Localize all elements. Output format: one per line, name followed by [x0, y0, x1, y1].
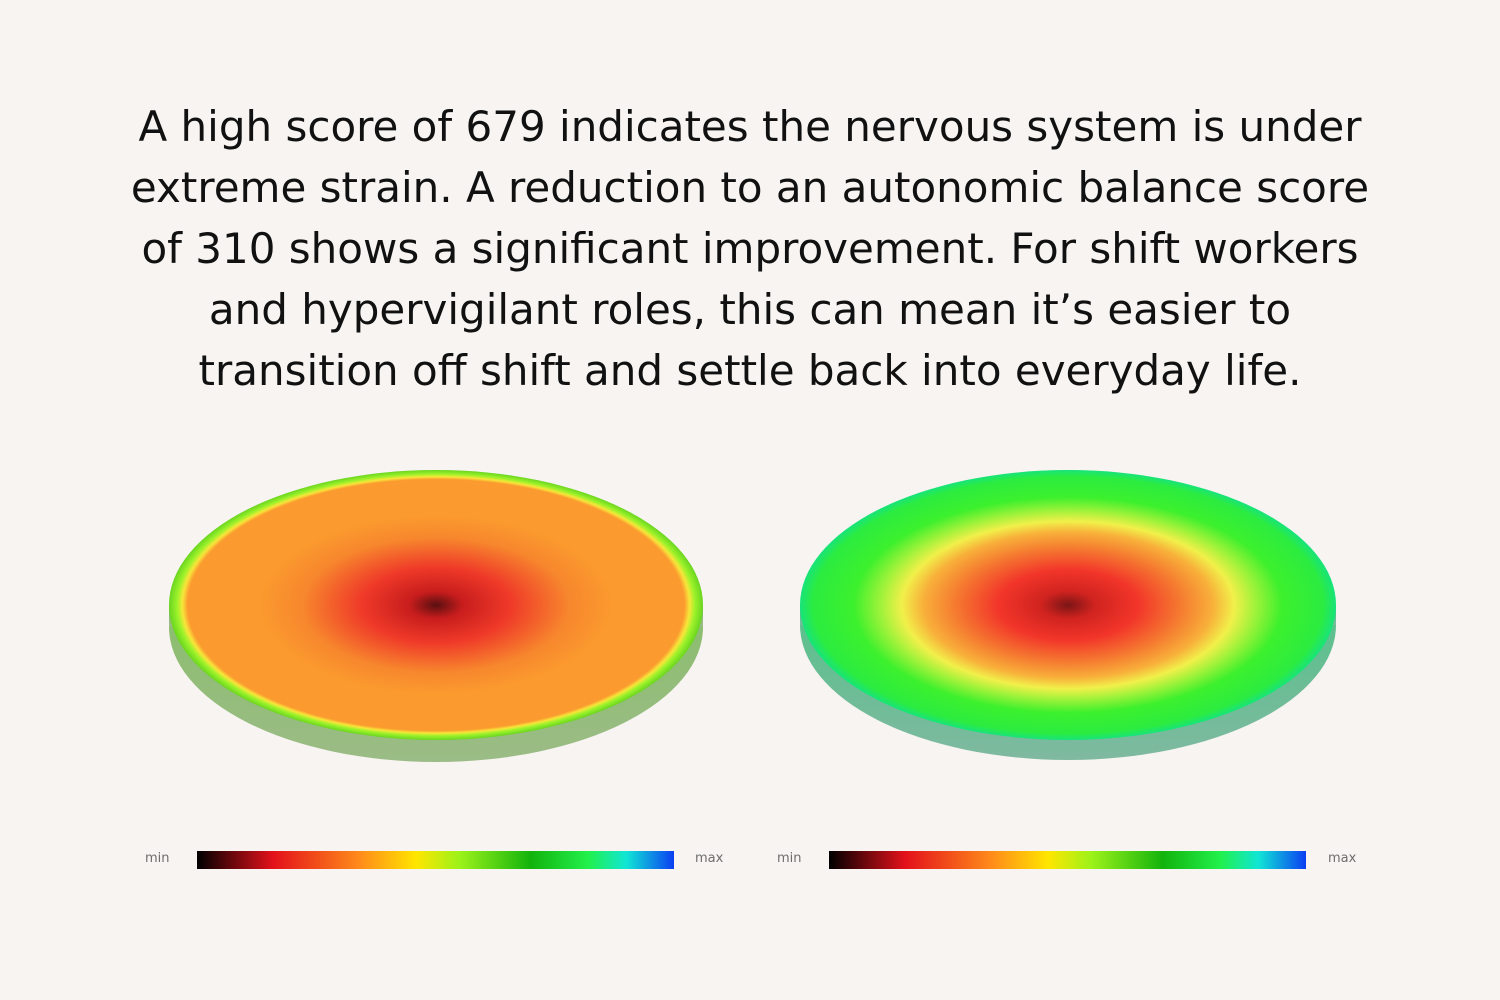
scale-min-label: min	[777, 851, 802, 866]
description-line-2: extreme strain. A reduction to an autono…	[130, 163, 1370, 212]
description-line-5: transition off shift and settle back int…	[198, 346, 1302, 395]
scale-max-label: max	[695, 851, 724, 866]
scale-max-label: max	[1328, 851, 1357, 866]
description-line-3: of 310 shows a significant improvement. …	[141, 224, 1359, 273]
scale-gradient-bar	[829, 851, 1306, 869]
disc-before-top	[169, 470, 703, 740]
heatmap-disc-before	[169, 470, 703, 762]
color-scale-after: min max	[772, 848, 1372, 874]
color-scale-before: min max	[140, 848, 740, 874]
description-line-4: and hypervigilant roles, this can mean i…	[208, 285, 1292, 334]
disc-after-top	[800, 470, 1336, 740]
description-text: A high score of 679 indicates the nervou…	[90, 96, 1410, 401]
description-line-1: A high score of 679 indicates the nervou…	[138, 102, 1362, 151]
heatmap-disc-after	[800, 470, 1336, 760]
scale-min-label: min	[145, 851, 170, 866]
scale-gradient-bar	[197, 851, 674, 869]
